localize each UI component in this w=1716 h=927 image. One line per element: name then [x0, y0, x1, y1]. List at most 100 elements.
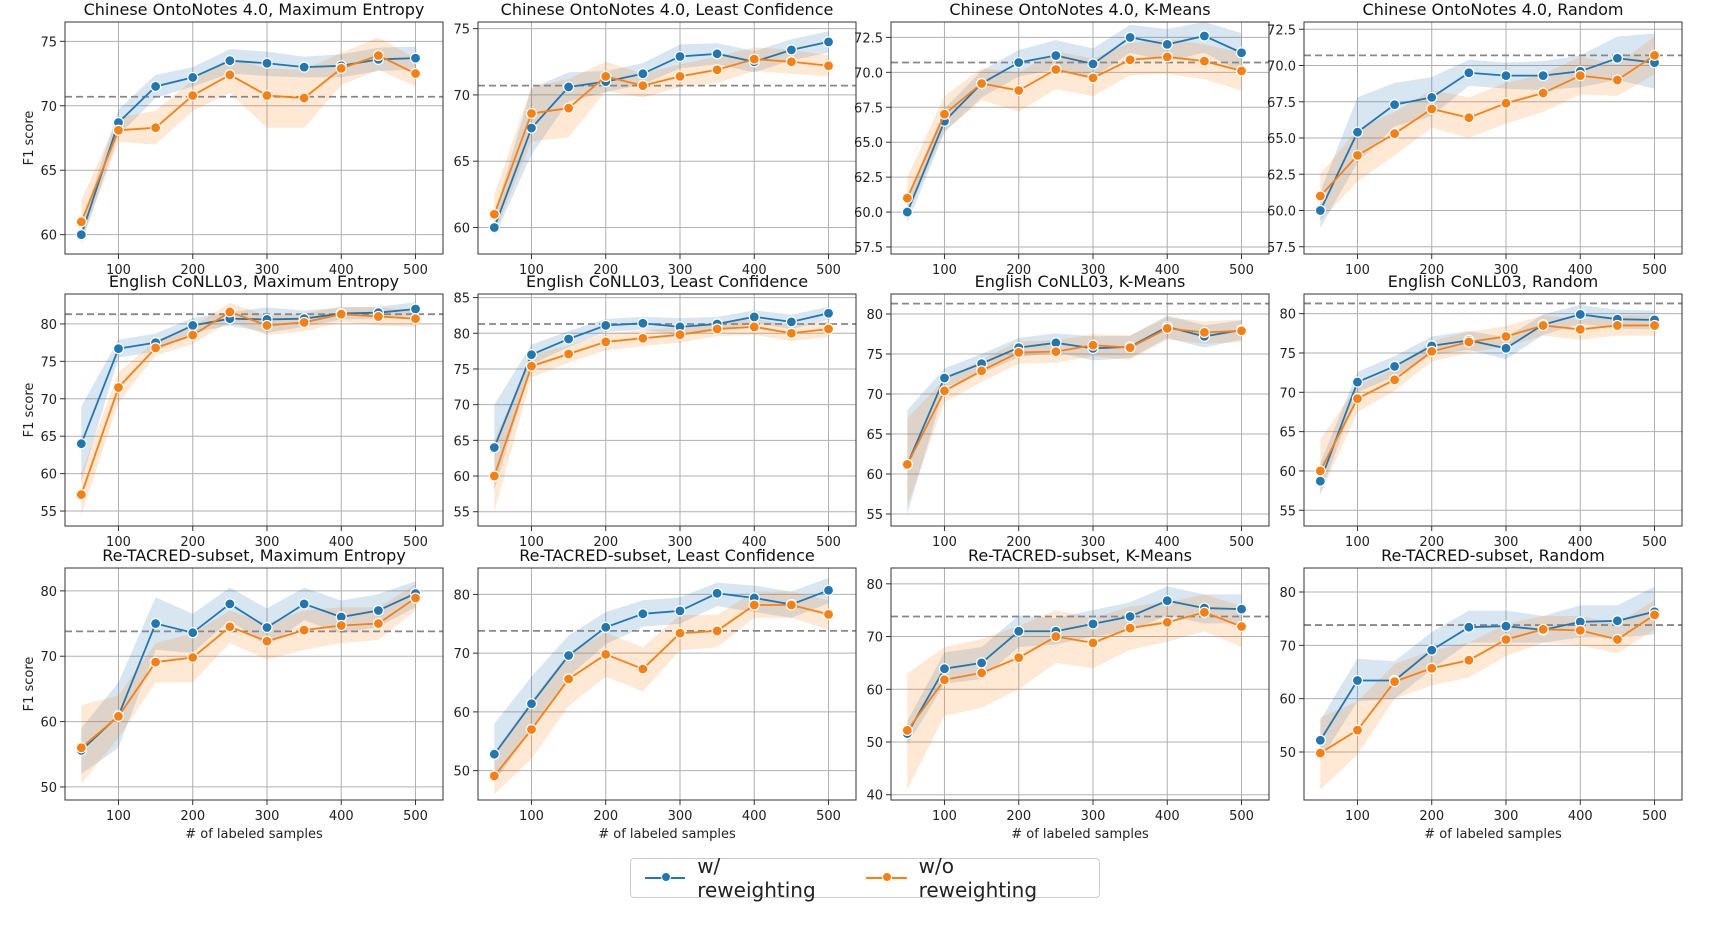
- subplot-title: English CoNLL03, Random: [1388, 272, 1598, 291]
- point-no-reweighting: [1351, 724, 1364, 736]
- x-tick-label: 500: [816, 535, 841, 550]
- point-no-reweighting: [488, 470, 500, 482]
- y-tick-label: 50: [453, 765, 470, 780]
- axes-frame: [890, 21, 1270, 255]
- point-no-reweighting: [563, 348, 575, 360]
- y-tick-label: 60: [453, 470, 470, 485]
- x-tick-label: 200: [180, 263, 205, 278]
- point-reweighting: [75, 438, 87, 450]
- point-no-reweighting: [600, 70, 612, 82]
- y-tick-label: 60: [40, 468, 57, 483]
- x-tick-label: 200: [1419, 535, 1444, 550]
- x-tick-label: 300: [255, 263, 280, 278]
- y-tick-label: 80: [453, 327, 470, 342]
- y-tick-label: 70: [453, 89, 470, 104]
- y-tick-label: 67.5: [854, 101, 883, 116]
- axes-frame: [1303, 567, 1683, 801]
- point-reweighting: [822, 36, 835, 48]
- series-line-reweighting: [80, 592, 416, 751]
- point-no-reweighting: [711, 64, 723, 76]
- point-no-reweighting: [1648, 319, 1661, 332]
- point-no-reweighting: [1235, 325, 1248, 337]
- point-no-reweighting: [822, 608, 835, 621]
- point-reweighting: [1087, 618, 1099, 630]
- point-reweighting: [1161, 38, 1173, 50]
- subplot-10: 100 200 300 400 500 50 60 70 80 Re-TACRED-subset,…: [453, 546, 857, 842]
- y-tick-label: 57.5: [1267, 241, 1296, 256]
- point-reweighting: [1611, 615, 1623, 627]
- point-reweighting: [488, 441, 500, 454]
- point-no-reweighting: [1124, 342, 1136, 354]
- point-no-reweighting: [822, 323, 835, 335]
- series-line-no-reweighting: [80, 597, 417, 749]
- point-no-reweighting: [372, 617, 384, 630]
- y-tick-label: 80: [1279, 586, 1296, 601]
- axes-frame: [477, 567, 857, 801]
- y-tick-label: 70: [453, 647, 470, 662]
- point-reweighting: [1500, 70, 1512, 82]
- series-line-reweighting: [1319, 610, 1655, 741]
- point-reweighting: [938, 372, 951, 384]
- point-reweighting: [1426, 91, 1438, 104]
- series-line-reweighting: [1319, 57, 1655, 211]
- point-no-reweighting: [525, 360, 538, 372]
- axes-frame: [64, 21, 444, 255]
- y-tick-label: 75: [40, 35, 57, 50]
- point-no-reweighting: [1087, 637, 1099, 649]
- y-tick-label: 60: [1279, 693, 1296, 708]
- point-no-reweighting: [261, 319, 273, 332]
- series-line-reweighting: [493, 41, 829, 228]
- y-tick-label: 50: [40, 781, 57, 796]
- point-no-reweighting: [563, 102, 575, 114]
- point-no-reweighting: [1500, 330, 1512, 343]
- point-reweighting: [409, 303, 422, 315]
- band-no-reweighting: [81, 302, 416, 515]
- x-tick-label: 200: [1006, 809, 1031, 824]
- legend-label-reweighting: w/ reweighting: [697, 854, 816, 902]
- point-no-reweighting: [224, 69, 236, 81]
- band-no-reweighting: [907, 38, 1242, 215]
- series-line-reweighting: [906, 325, 1242, 465]
- series-line-no-reweighting: [80, 310, 416, 495]
- y-tick-label: 75: [40, 355, 57, 370]
- subplot-title: English CoNLL03, Maximum Entropy: [109, 272, 399, 291]
- y-tick-label: 65: [453, 155, 470, 170]
- series-line-reweighting: [493, 589, 829, 755]
- subplot-title: Chinese OntoNotes 4.0, Least Confidence: [501, 0, 834, 19]
- band-no-reweighting: [81, 37, 416, 242]
- x-tick-label: 200: [180, 809, 205, 824]
- y-tick-label: 70.0: [1267, 60, 1296, 75]
- point-reweighting: [637, 317, 649, 329]
- x-tick-label: 400: [1155, 263, 1180, 278]
- point-reweighting: [563, 333, 575, 345]
- point-no-reweighting: [1574, 323, 1586, 335]
- x-tick-label: 400: [329, 535, 354, 550]
- y-tick-label: 65: [40, 430, 57, 445]
- point-no-reweighting: [488, 770, 500, 782]
- series-line-no-reweighting: [906, 611, 1242, 731]
- band-reweighting: [907, 22, 1242, 224]
- point-reweighting: [187, 71, 199, 84]
- point-reweighting: [674, 605, 686, 617]
- point-no-reweighting: [1161, 51, 1173, 63]
- y-tick-label: 70: [866, 388, 883, 403]
- point-reweighting: [1235, 603, 1248, 615]
- point-reweighting: [1426, 644, 1438, 656]
- axes-frame: [1303, 293, 1683, 527]
- point-no-reweighting: [674, 70, 686, 82]
- point-no-reweighting: [785, 56, 797, 68]
- point-no-reweighting: [525, 723, 538, 736]
- y-tick-label: 60.0: [854, 206, 883, 221]
- series-line-reweighting: [493, 312, 829, 448]
- subplot-4: 100 200 300 400 500 57.5 60.0 62.5 65.0 67.5 70.0 7…: [1267, 0, 1683, 278]
- point-reweighting: [261, 57, 273, 69]
- point-reweighting: [1013, 56, 1025, 69]
- series-line-no-reweighting: [1319, 54, 1656, 197]
- band-no-reweighting: [494, 318, 829, 512]
- point-reweighting: [711, 48, 723, 60]
- point-no-reweighting: [637, 663, 649, 675]
- y-tick-label: 70: [40, 100, 57, 115]
- point-reweighting: [1013, 625, 1025, 637]
- point-no-reweighting: [1235, 620, 1248, 633]
- point-reweighting: [600, 319, 612, 332]
